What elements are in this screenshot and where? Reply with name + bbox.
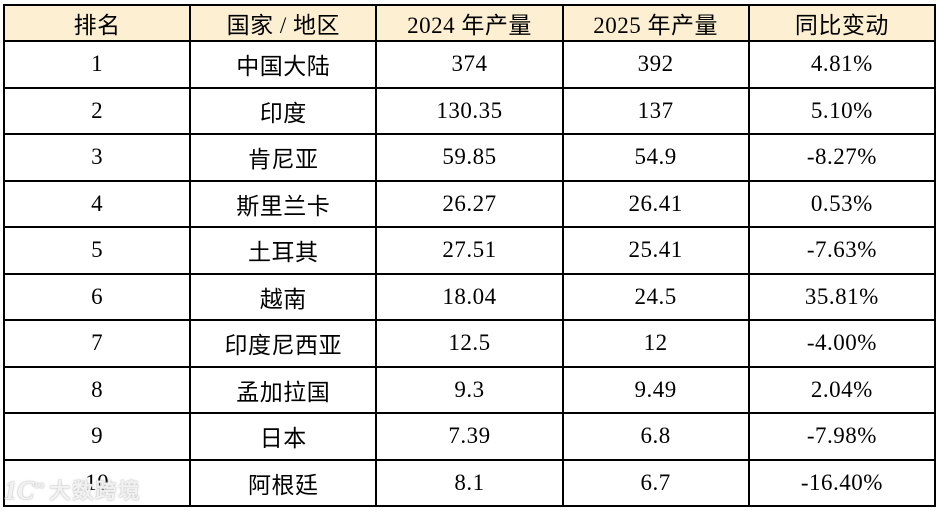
table-cell: 26.41 xyxy=(561,179,750,228)
production-table: 排名 国家 / 地区 2024 年产量 2025 年产量 同比变动 1 中国大陆 374 39… xyxy=(2,4,937,507)
table-cell: 1 xyxy=(2,40,192,89)
table-cell: 12.5 xyxy=(375,319,564,368)
table-cell: 4 xyxy=(2,179,192,228)
table-cell: 6 xyxy=(2,272,192,321)
table-cell: 印度 xyxy=(189,86,378,135)
table-cell: 54.9 xyxy=(561,133,750,182)
table-cell: 2 xyxy=(2,86,192,135)
table-row: 7 印度尼西亚 12.5 12 -4.00% xyxy=(2,319,937,368)
table-row: 6 越南 18.04 24.5 35.81% xyxy=(2,272,937,321)
column-header-1: 国家 / 地区 xyxy=(189,4,378,42)
column-header-0: 排名 xyxy=(2,4,192,42)
table-cell: 孟加拉国 xyxy=(189,365,378,414)
table-cell: 59.85 xyxy=(375,133,564,182)
table-cell: 25.41 xyxy=(561,226,750,275)
table-cell: 392 xyxy=(561,40,750,89)
column-header-4: 同比变动 xyxy=(747,4,937,42)
table-row: 8 孟加拉国 9.3 9.49 2.04% xyxy=(2,365,937,414)
table-cell: 137 xyxy=(561,86,750,135)
table-cell: 4.81% xyxy=(747,40,937,89)
table-cell: 9.49 xyxy=(561,365,750,414)
table-cell: 7.39 xyxy=(375,412,564,461)
column-header-3: 2025 年产量 xyxy=(561,4,750,42)
table-cell: 6.7 xyxy=(561,458,750,507)
table-cell: 7 xyxy=(2,319,192,368)
table-row: 2 印度 130.35 137 5.10% xyxy=(2,86,937,135)
table-cell: 6.8 xyxy=(561,412,750,461)
table-cell: 130.35 xyxy=(375,86,564,135)
table-cell: 印度尼西亚 xyxy=(189,319,378,368)
table-cell: 35.81% xyxy=(747,272,937,321)
table-cell: 18.04 xyxy=(375,272,564,321)
header-row: 排名 国家 / 地区 2024 年产量 2025 年产量 同比变动 xyxy=(2,4,937,42)
table-row: 1 中国大陆 374 392 4.81% xyxy=(2,40,937,89)
table-cell: 27.51 xyxy=(375,226,564,275)
table-cell: 土耳其 xyxy=(189,226,378,275)
table-row: 4 斯里兰卡 26.27 26.41 0.53% xyxy=(2,179,937,228)
table-cell: 中国大陆 xyxy=(189,40,378,89)
table-cell: 8 xyxy=(2,365,192,414)
table-cell: 24.5 xyxy=(561,272,750,321)
table-cell: 8.1 xyxy=(375,458,564,507)
table-cell: 10 xyxy=(2,458,192,507)
column-header-2: 2024 年产量 xyxy=(375,4,564,42)
table-cell: 5.10% xyxy=(747,86,937,135)
table-cell: 5 xyxy=(2,226,192,275)
table-row: 10 阿根廷 8.1 6.7 -16.40% xyxy=(2,458,937,507)
table-row: 5 土耳其 27.51 25.41 -7.63% xyxy=(2,226,937,275)
table-cell: -7.63% xyxy=(747,226,937,275)
table-cell: 12 xyxy=(561,319,750,368)
table-cell: -7.98% xyxy=(747,412,937,461)
table-cell: 374 xyxy=(375,40,564,89)
table-cell: 26.27 xyxy=(375,179,564,228)
table-cell: -4.00% xyxy=(747,319,937,368)
table-cell: -16.40% xyxy=(747,458,937,507)
table-cell: 斯里兰卡 xyxy=(189,179,378,228)
table-cell: 0.53% xyxy=(747,179,937,228)
table-cell: 肯尼亚 xyxy=(189,133,378,182)
table-cell: -8.27% xyxy=(747,133,937,182)
table-row: 3 肯尼亚 59.85 54.9 -8.27% xyxy=(2,133,937,182)
table-cell: 日本 xyxy=(189,412,378,461)
table-cell: 阿根廷 xyxy=(189,458,378,507)
table-cell: 2.04% xyxy=(747,365,937,414)
table-cell: 越南 xyxy=(189,272,378,321)
table-cell: 9 xyxy=(2,412,192,461)
table-cell: 9.3 xyxy=(375,365,564,414)
table-row: 9 日本 7.39 6.8 -7.98% xyxy=(2,412,937,461)
table-cell: 3 xyxy=(2,133,192,182)
